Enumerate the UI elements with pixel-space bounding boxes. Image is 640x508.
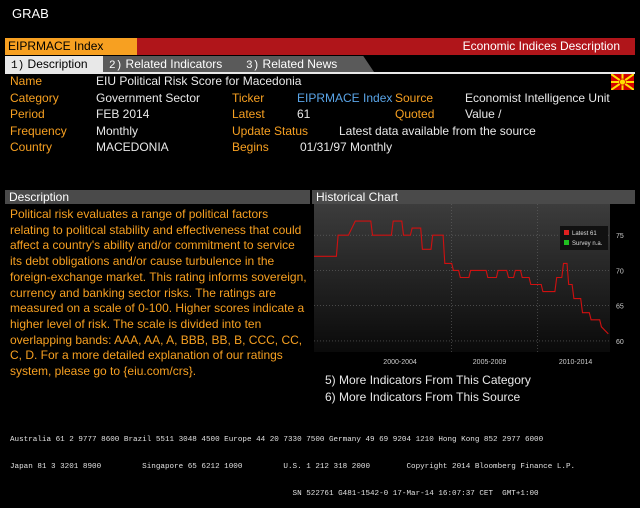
y-tick-label: 75 bbox=[616, 233, 624, 240]
chart-header: Historical Chart bbox=[312, 190, 635, 204]
series-line bbox=[314, 220, 609, 335]
tab-number: 2) bbox=[109, 60, 123, 72]
tab-description[interactable]: 1) Description bbox=[5, 56, 121, 72]
tab-related-indicators[interactable]: 2) Related Indicators bbox=[103, 56, 259, 72]
latest-value: 61 bbox=[297, 107, 311, 121]
ticker-label: Ticker bbox=[232, 91, 265, 105]
begins-label: Begins bbox=[232, 140, 269, 154]
update-status-value: Latest data available from the source bbox=[339, 124, 536, 138]
name-label: Name bbox=[10, 74, 43, 88]
name-value: EIU Political Risk Score for Macedonia bbox=[96, 74, 302, 88]
category-value: Government Sector bbox=[96, 91, 201, 105]
tab-related-news[interactable]: 3) Related News bbox=[240, 56, 374, 72]
x-tick-label: 2000-2004 bbox=[383, 359, 417, 366]
country-label: Country bbox=[10, 140, 53, 154]
frequency-label: Frequency bbox=[10, 124, 67, 138]
tab-label: Related Indicators bbox=[125, 57, 223, 71]
ticker-value[interactable]: EIPRMACE Index bbox=[297, 91, 393, 105]
tab-number: 3) bbox=[246, 60, 260, 72]
period-value: FEB 2014 bbox=[96, 107, 150, 121]
tab-number: 1) bbox=[11, 60, 25, 72]
category-label: Category bbox=[10, 91, 59, 105]
latest-label: Latest bbox=[232, 107, 265, 121]
tab-label: Related News bbox=[262, 57, 338, 71]
frequency-value: Monthly bbox=[96, 124, 139, 138]
security-code[interactable]: EIPRMACE Index bbox=[5, 38, 137, 55]
legend-swatch bbox=[564, 230, 569, 235]
tab-underline bbox=[5, 72, 635, 74]
grab-label: GRAB bbox=[12, 6, 49, 21]
macedonia-flag-icon bbox=[611, 74, 634, 90]
description-header: Description bbox=[5, 190, 310, 204]
tab-label: Description bbox=[27, 57, 88, 71]
historical-chart[interactable]: 60 65 70 75 2000-2004 2005-2009 2010-2014 Lat… bbox=[314, 204, 634, 370]
link-label: More Indicators From This Category bbox=[339, 373, 531, 387]
country-value: MACEDONIA bbox=[96, 140, 169, 154]
legend-label: Latest 61 bbox=[572, 231, 597, 237]
legend-swatch bbox=[564, 240, 569, 245]
quoted-value: Value / bbox=[465, 107, 502, 121]
title-bar bbox=[5, 38, 635, 55]
period-label: Period bbox=[10, 107, 45, 121]
x-tick-label: 2010-2014 bbox=[559, 359, 593, 366]
footer-contacts: Australia 61 2 9777 8600 Brazil 5511 304… bbox=[10, 418, 630, 508]
y-tick-label: 70 bbox=[616, 268, 624, 275]
source-label: Source bbox=[395, 91, 434, 105]
footer-line: SN 522761 G481-1542-0 17-Mar-14 16:07:37… bbox=[10, 490, 539, 498]
function-title: Economic Indices Description bbox=[462, 39, 620, 53]
legend-label: Survey n.a. bbox=[572, 241, 603, 247]
y-tick-label: 65 bbox=[616, 304, 624, 311]
description-text: Political risk evaluates a range of poli… bbox=[10, 207, 307, 379]
link-number: 6) bbox=[325, 390, 336, 404]
more-indicators-category-link[interactable]: 5) More Indicators From This Category bbox=[325, 373, 531, 387]
link-label: More Indicators From This Source bbox=[339, 390, 521, 404]
x-tick-label: 2005-2009 bbox=[473, 359, 507, 366]
footer-line: Australia 61 2 9777 8600 Brazil 5511 304… bbox=[10, 436, 544, 444]
link-number: 5) bbox=[325, 373, 336, 387]
update-status-label: Update Status bbox=[232, 124, 309, 138]
y-tick-label: 60 bbox=[616, 339, 624, 346]
quoted-label: Quoted bbox=[395, 107, 435, 121]
footer-line: Japan 81 3 3201 8900 Singapore 65 6212 1… bbox=[10, 463, 576, 471]
source-value: Economist Intelligence Unit bbox=[465, 91, 610, 105]
more-indicators-source-link[interactable]: 6) More Indicators From This Source bbox=[325, 390, 520, 404]
begins-value: 01/31/97 Monthly bbox=[300, 140, 393, 154]
